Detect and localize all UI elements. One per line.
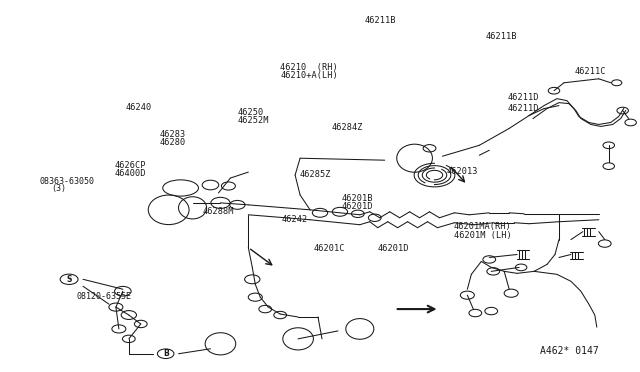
Text: 08120-6355E: 08120-6355E xyxy=(77,292,132,301)
Text: B: B xyxy=(163,349,168,358)
Text: 46242: 46242 xyxy=(282,215,308,224)
Text: S: S xyxy=(67,275,72,284)
Text: 46240: 46240 xyxy=(125,103,152,112)
Text: 46201D: 46201D xyxy=(342,202,373,211)
Text: 46280: 46280 xyxy=(159,138,186,147)
Text: 46284Z: 46284Z xyxy=(332,123,363,132)
Text: 46400D: 46400D xyxy=(115,169,147,178)
Text: (3): (3) xyxy=(51,184,66,193)
Text: 46211B: 46211B xyxy=(365,16,396,25)
Text: 46210  (RH): 46210 (RH) xyxy=(280,62,339,72)
Text: 46252M: 46252M xyxy=(237,116,269,125)
Text: 46283: 46283 xyxy=(159,130,186,139)
Text: 4626CP: 4626CP xyxy=(115,161,147,170)
Text: 46211C: 46211C xyxy=(575,67,606,76)
Text: 46201C: 46201C xyxy=(314,244,345,253)
Text: 46201D: 46201D xyxy=(378,244,409,253)
Text: 46211D: 46211D xyxy=(508,104,540,113)
Text: 46211B: 46211B xyxy=(486,32,517,41)
Text: 46201B: 46201B xyxy=(342,194,373,203)
Text: 46250: 46250 xyxy=(237,108,264,117)
Text: 46201M (LH): 46201M (LH) xyxy=(454,231,511,240)
Text: A462* 0147: A462* 0147 xyxy=(540,346,598,356)
Text: 46211D: 46211D xyxy=(508,93,540,102)
Text: 46288M: 46288M xyxy=(202,207,234,217)
Text: 462013: 462013 xyxy=(446,167,477,176)
Text: 46285Z: 46285Z xyxy=(300,170,331,179)
Text: 46210+A(LH): 46210+A(LH) xyxy=(280,71,339,80)
Text: 46201MA(RH): 46201MA(RH) xyxy=(454,222,511,231)
Text: 08363-63050: 08363-63050 xyxy=(40,177,95,186)
